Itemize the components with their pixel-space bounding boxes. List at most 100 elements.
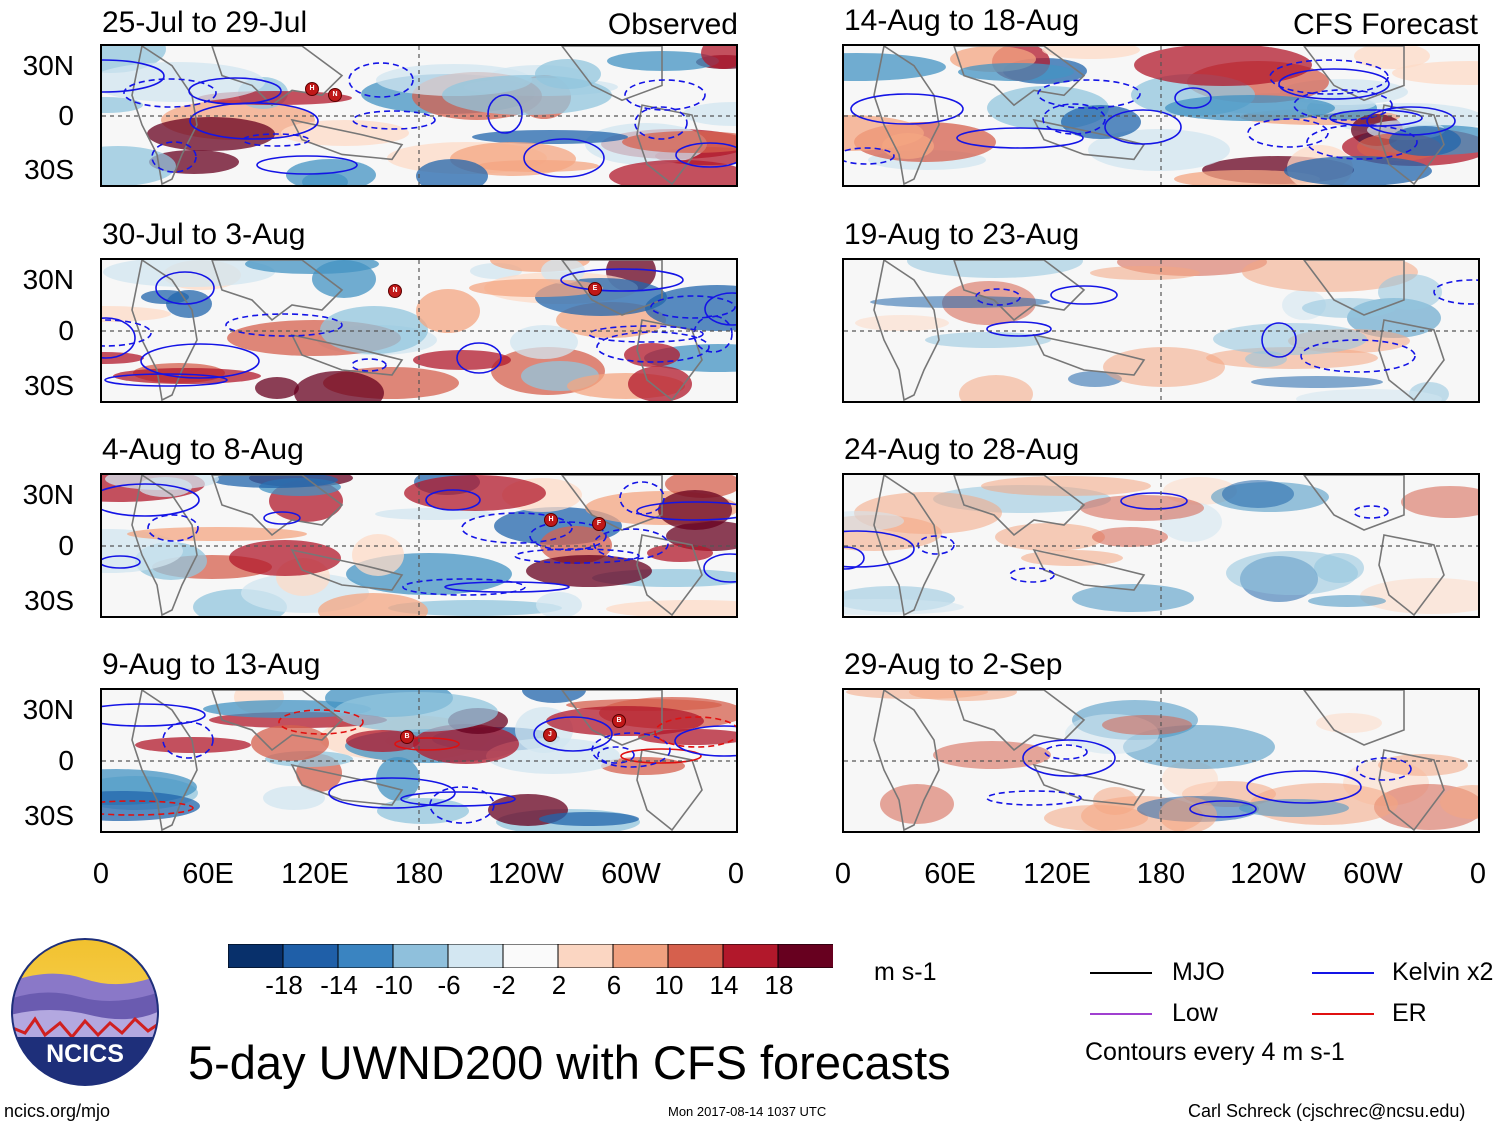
colorbar-swatch [502, 943, 559, 969]
kelvin-contour [654, 716, 736, 748]
wind-anomaly-shading [334, 692, 498, 732]
coastline [1378, 319, 1445, 401]
kelvin-contour [619, 481, 665, 515]
panel-title-right-1: 14-Aug to 18-Aug [844, 4, 1080, 37]
coastline [131, 690, 198, 831]
kelvin-contour [1044, 744, 1088, 760]
wind-anomaly-shading [1401, 486, 1478, 518]
colorbar-label: -14 [320, 970, 358, 1000]
kelvin-contour [1246, 770, 1362, 804]
lat-label-30s: 30S [24, 800, 74, 831]
coastline [1032, 118, 1146, 161]
coastline [1032, 333, 1146, 376]
wind-anomaly-shading [255, 377, 299, 399]
lon-label-120e: 120E [281, 858, 349, 890]
wind-anomaly-shading [647, 544, 713, 562]
wind-anomaly-shading [376, 757, 420, 801]
lat-label-30n: 30N [22, 479, 74, 510]
storm-marker: H [544, 513, 558, 527]
lon-label-0: 0 [1469, 858, 1487, 890]
coastline [131, 260, 198, 401]
wind-anomaly-shading [416, 289, 480, 333]
lat-label-30s: 30S [24, 154, 74, 185]
colorbar-label: -10 [375, 970, 413, 1000]
wind-anomaly-shading [141, 290, 189, 304]
lat-label-eq: 0 [58, 530, 74, 561]
kelvin-contour [461, 512, 573, 544]
kelvin-contour [588, 325, 704, 343]
kelvin-contour [394, 737, 460, 751]
coastline [1303, 690, 1405, 746]
wind-anomaly-shading [1159, 797, 1217, 831]
kelvin-contour [102, 555, 141, 569]
wind-anomaly-shading [855, 315, 949, 331]
wind-anomaly-shading [113, 368, 261, 384]
footer-link[interactable]: ncics.org/mjo [4, 1101, 111, 1121]
lon-label-120e: 120E [1023, 858, 1091, 890]
kelvin-contour [1261, 322, 1297, 358]
coastline [1303, 260, 1405, 316]
storm-marker: B [400, 730, 414, 744]
coastline [953, 46, 1086, 107]
legend-label-mjo: MJO [1172, 958, 1225, 986]
kelvin-contour [487, 94, 523, 134]
colorbar-swatch [667, 943, 724, 969]
kelvin-contour [844, 546, 865, 570]
wind-anomaly-shading [880, 784, 954, 824]
colorbar [227, 943, 834, 969]
kelvin-contour [1247, 118, 1329, 148]
wind-anomaly-shading [907, 260, 1083, 278]
legend-line-er [1312, 1013, 1374, 1015]
kelvin-contour [1009, 567, 1055, 583]
colorbar-swatch [777, 943, 834, 969]
kelvin-contour [1037, 79, 1141, 109]
timestamp: Mon 2017-08-14 1037 UTC [668, 1104, 827, 1119]
logo-text: NCICS [46, 1040, 124, 1068]
wind-anomaly-shading [320, 306, 428, 354]
coastline [211, 475, 344, 537]
wind-anomaly-shading [404, 475, 546, 511]
wind-anomaly-shading [1440, 785, 1478, 819]
kelvin-contour [704, 292, 736, 326]
ncics-logo[interactable]: NCICS [10, 937, 160, 1087]
wind-anomaly-shading [469, 279, 603, 297]
colorbar-label: -2 [492, 970, 516, 1000]
kelvin-contour [636, 501, 736, 521]
wind-anomaly-shading [1308, 595, 1386, 607]
kelvin-contour [1366, 106, 1456, 136]
wind-anomaly-shading [102, 306, 171, 322]
map-panel-left-4 [100, 688, 738, 833]
wind-anomaly-shading [959, 375, 1033, 401]
colorbar-swatch [282, 943, 339, 969]
wind-anomaly-shading [1165, 95, 1335, 121]
lon-label-180: 180 [394, 858, 444, 890]
wind-anomaly-shading [933, 741, 1051, 769]
lon-label-60e: 60E [182, 858, 234, 890]
coastline [561, 46, 663, 102]
lat-label-30n: 30N [22, 694, 74, 725]
kelvin-contour [263, 511, 301, 525]
wind-anomaly-shading [624, 343, 680, 367]
kelvin-contour [1300, 339, 1416, 373]
coastline [290, 548, 404, 591]
map-panel-right-1 [842, 44, 1480, 187]
wind-anomaly-shading [1213, 323, 1367, 355]
colorbar-label: 14 [709, 970, 739, 1000]
wind-anomaly-shading [1134, 46, 1312, 86]
wind-anomaly-shading [540, 526, 612, 564]
lat-label-eq: 0 [58, 745, 74, 776]
wind-anomaly-shading [1245, 351, 1287, 367]
main-title: 5-day UWND200 with CFS forecasts [188, 1036, 951, 1089]
lon-label-120w: 120W [1230, 858, 1306, 890]
kelvin-contour [620, 748, 702, 764]
coastline [953, 690, 1086, 752]
kelvin-contour [593, 528, 669, 560]
kelvin-contour [975, 288, 1021, 306]
panel-title-right-4: 29-Aug to 2-Sep [844, 648, 1063, 681]
wind-anomaly-shading [263, 786, 325, 810]
colorbar-swatch [392, 943, 449, 969]
wind-anomaly-shading [526, 555, 652, 587]
coastline [873, 260, 940, 401]
coastline [1032, 763, 1146, 806]
colorbar-label: 18 [764, 970, 794, 1000]
